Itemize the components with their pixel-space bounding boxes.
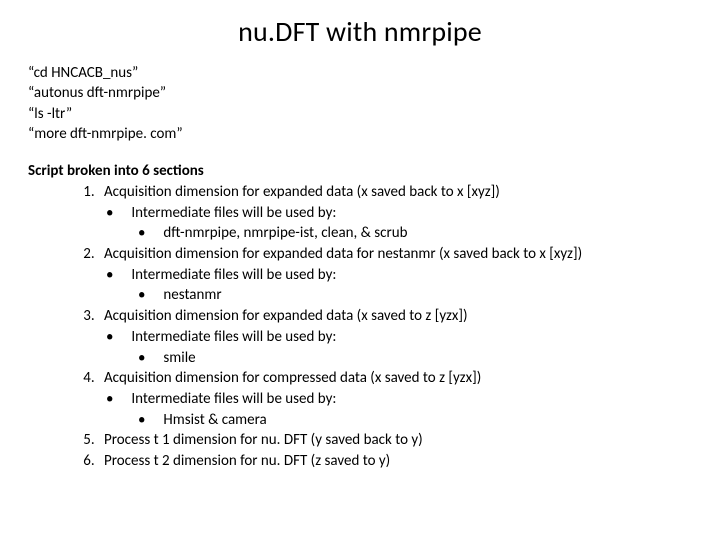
slide: nu.DFT with nmrpipe “cd HNCACB_nus” “aut…	[0, 0, 720, 540]
slide-title: nu.DFT with nmrpipe	[28, 14, 692, 49]
sections-heading: Script broken into 6 sections	[28, 162, 692, 180]
section-subsub: dft-nmrpipe, nmrpipe-ist, clean, & scrub	[160, 223, 692, 244]
section-text: Process t 1 dimension for nu. DFT (y sav…	[104, 431, 423, 449]
section-subsub: smile	[160, 348, 692, 369]
command-line: “more dft-nmrpipe. com”	[28, 124, 692, 144]
section-sub: Intermediate files will be used by: nest…	[128, 265, 692, 306]
section-subsub: nestanmr	[160, 285, 692, 306]
section-item: Acquisition dimension for compressed dat…	[98, 368, 692, 430]
section-subsub-text: dft-nmrpipe, nmrpipe-ist, clean, & scrub	[163, 224, 407, 242]
section-subsub: Hmsist & camera	[160, 410, 692, 431]
section-text: Acquisition dimension for expanded data …	[104, 245, 582, 263]
section-sub-text: Intermediate files will be used by:	[131, 390, 336, 408]
section-sub: Intermediate files will be used by: Hmsi…	[128, 389, 692, 430]
section-subsub-text: nestanmr	[163, 286, 221, 304]
section-text: Process t 2 dimension for nu. DFT (z sav…	[104, 452, 390, 470]
command-line: “cd HNCACB_nus”	[28, 63, 692, 83]
section-text: Acquisition dimension for expanded data …	[104, 307, 468, 325]
section-subsub-text: Hmsist & camera	[163, 411, 266, 429]
section-item: Acquisition dimension for expanded data …	[98, 244, 692, 306]
section-sub: Intermediate files will be used by: dft-…	[128, 203, 692, 244]
command-line: “autonus dft-nmrpipe”	[28, 83, 692, 103]
section-text: Acquisition dimension for compressed dat…	[104, 369, 481, 387]
section-sub-text: Intermediate files will be used by:	[131, 204, 336, 222]
section-subsub-text: smile	[163, 349, 195, 367]
section-item: Process t 1 dimension for nu. DFT (y sav…	[98, 430, 692, 451]
section-sub: Intermediate files will be used by: smil…	[128, 327, 692, 368]
section-sub-text: Intermediate files will be used by:	[131, 266, 336, 284]
section-text: Acquisition dimension for expanded data …	[104, 183, 500, 201]
section-sub-text: Intermediate files will be used by:	[131, 328, 336, 346]
command-line: “ls -ltr”	[28, 104, 692, 124]
section-item: Acquisition dimension for expanded data …	[98, 306, 692, 368]
sections-list: Acquisition dimension for expanded data …	[28, 182, 692, 472]
command-list: “cd HNCACB_nus” “autonus dft-nmrpipe” “l…	[28, 63, 692, 144]
section-item: Process t 2 dimension for nu. DFT (z sav…	[98, 451, 692, 472]
section-item: Acquisition dimension for expanded data …	[98, 182, 692, 244]
